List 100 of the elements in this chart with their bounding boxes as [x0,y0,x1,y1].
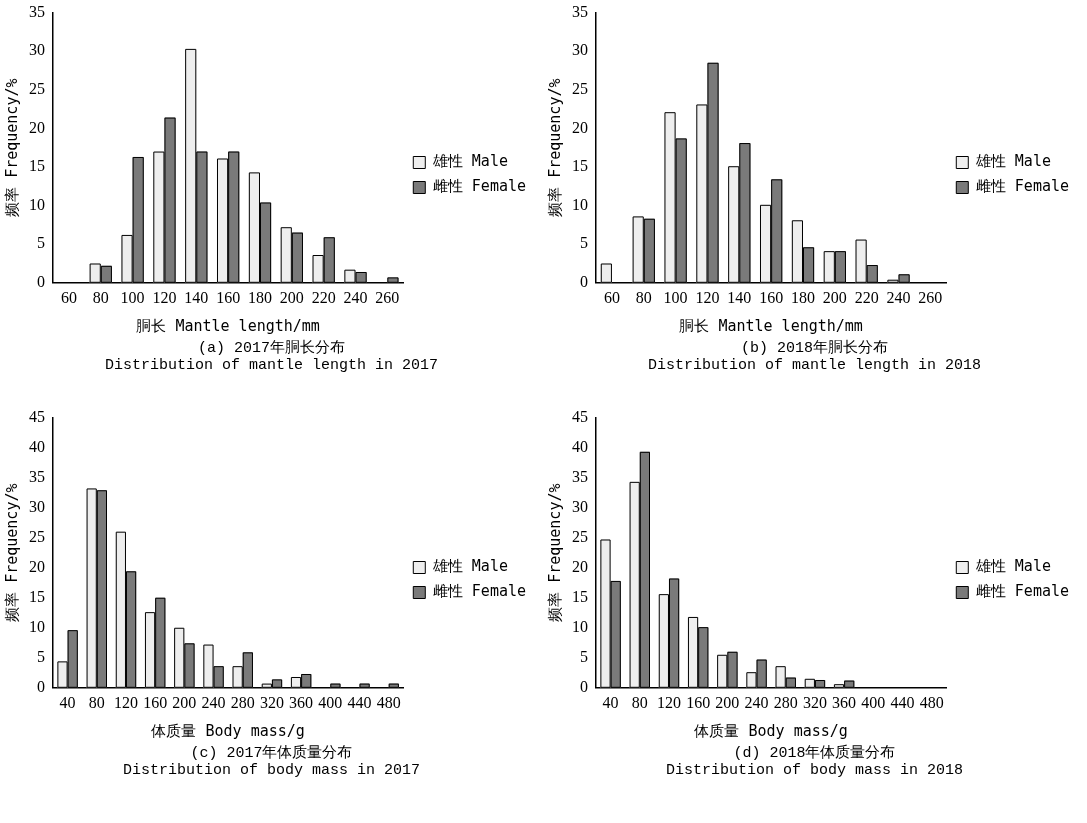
x-tick-label: 40 [602,693,619,711]
y-tick-label: 40 [29,437,45,455]
x-tick-label: 360 [832,693,857,711]
text: (d) 2018年体质量分布 [732,745,897,762]
x-tick-label: 480 [919,693,944,711]
x-tick-label: 160 [759,288,784,306]
x-tick-label: 280 [230,693,255,711]
x-tick-label: 320 [259,693,284,711]
x-axis-title: 胴长 Mantle length/mm [136,316,320,335]
y-axis-title: 频率 Frequency/% [2,483,21,622]
x-tick-label: 60 [603,288,620,306]
x-tick-label: 140 [727,288,752,306]
x-tick-label: 440 [890,693,915,711]
y-tick-label: 45 [29,407,45,425]
x-tick-label: 200 [279,288,304,306]
y-tick-label: 25 [572,527,588,545]
y-tick-label: 15 [29,157,45,175]
text: Distribution of mantle length in 2017 [103,357,440,374]
x-tick-label: 80 [631,693,648,711]
x-tick-label: 100 [120,288,145,306]
x-tick-label: 360 [289,693,314,711]
y-tick-label: 30 [572,497,588,515]
y-axis-title: 频率 Frequency/% [2,78,21,217]
y-tick-label: 30 [29,41,45,59]
legend-label: 雌性 Female [975,177,1069,196]
x-tick-label: 440 [347,693,372,711]
text: Distribution of body mass in 2017 [121,762,422,779]
x-axis-title: 体质量 Body mass/g [151,721,305,740]
x-axis-title: 体质量 Body mass/g [694,721,848,740]
legend-label: 雌性 Female [432,582,526,601]
x-tick-label: 160 [216,288,241,306]
y-tick-label: 40 [572,437,588,455]
x-tick-label: 80 [92,288,109,306]
y-tick-label: 5 [580,234,588,252]
y-tick-label: 25 [29,527,45,545]
y-tick-label: 25 [572,80,588,97]
y-tick-label: 30 [29,497,45,515]
y-tick-label: 0 [580,273,588,290]
x-tick-label: 240 [886,288,911,306]
y-tick-label: 15 [29,587,45,605]
legend-label: 雄性 Male [974,557,1051,576]
x-tick-label: 120 [113,693,138,711]
x-tick-label: 180 [247,288,272,306]
y-axis-title: 频率 Frequency/% [545,483,564,622]
y-axis-title: 频率 Frequency/% [545,78,564,217]
legend-label: 雄性 Male [431,152,508,171]
text: (b) 2018年胴长分布 [740,340,889,357]
y-tick-label: 35 [572,2,588,20]
x-tick-label: 120 [152,288,177,306]
x-tick-label: 240 [744,693,769,711]
x-tick-label: 120 [695,288,720,306]
x-tick-label: 400 [318,693,343,711]
y-tick-label: 20 [29,557,45,575]
legend-label: 雄性 Male [974,152,1051,171]
y-tick-label: 35 [572,467,588,485]
x-tick-label: 40 [59,693,76,711]
x-tick-label: 100 [663,288,688,306]
y-tick-label: 5 [37,234,45,252]
y-tick-label: 30 [572,41,588,59]
x-tick-label: 60 [60,288,77,306]
x-tick-label: 200 [715,693,740,711]
y-tick-label: 0 [37,273,45,290]
y-tick-label: 10 [572,195,588,213]
y-tick-label: 15 [572,157,588,175]
legend-label: 雄性 Male [431,557,508,576]
x-tick-label: 240 [201,693,226,711]
x-tick-label: 180 [790,288,815,306]
y-tick-label: 5 [37,647,45,665]
x-tick-label: 280 [773,693,798,711]
text: (c) 2017年体质量分布 [189,745,354,762]
x-tick-label: 200 [822,288,847,306]
x-tick-label: 240 [343,288,368,306]
x-tick-label: 120 [656,693,681,711]
x-tick-label: 80 [635,288,652,306]
y-tick-label: 25 [29,80,45,97]
y-tick-label: 20 [572,118,588,136]
y-tick-label: 15 [572,587,588,605]
x-tick-label: 140 [184,288,209,306]
legend-label: 雌性 Female [432,177,526,196]
y-tick-label: 5 [580,647,588,665]
x-tick-label: 220 [311,288,336,306]
x-tick-label: 480 [376,693,401,711]
x-axis-title: 胴长 Mantle length/mm [679,316,863,335]
x-tick-label: 260 [918,288,943,306]
y-tick-label: 0 [37,678,45,695]
y-tick-label: 45 [572,407,588,425]
text: (a) 2017年胴长分布 [197,340,346,357]
y-tick-label: 10 [572,617,588,635]
y-tick-label: 20 [572,557,588,575]
y-tick-label: 35 [29,467,45,485]
y-tick-label: 20 [29,118,45,136]
y-tick-label: 35 [29,2,45,20]
x-tick-label: 160 [143,693,168,711]
legend-label: 雌性 Female [975,582,1069,601]
x-tick-label: 260 [375,288,400,306]
y-tick-label: 0 [580,678,588,695]
x-tick-label: 80 [88,693,105,711]
x-tick-label: 320 [802,693,827,711]
y-tick-label: 10 [29,617,45,635]
y-tick-label: 10 [29,195,45,213]
